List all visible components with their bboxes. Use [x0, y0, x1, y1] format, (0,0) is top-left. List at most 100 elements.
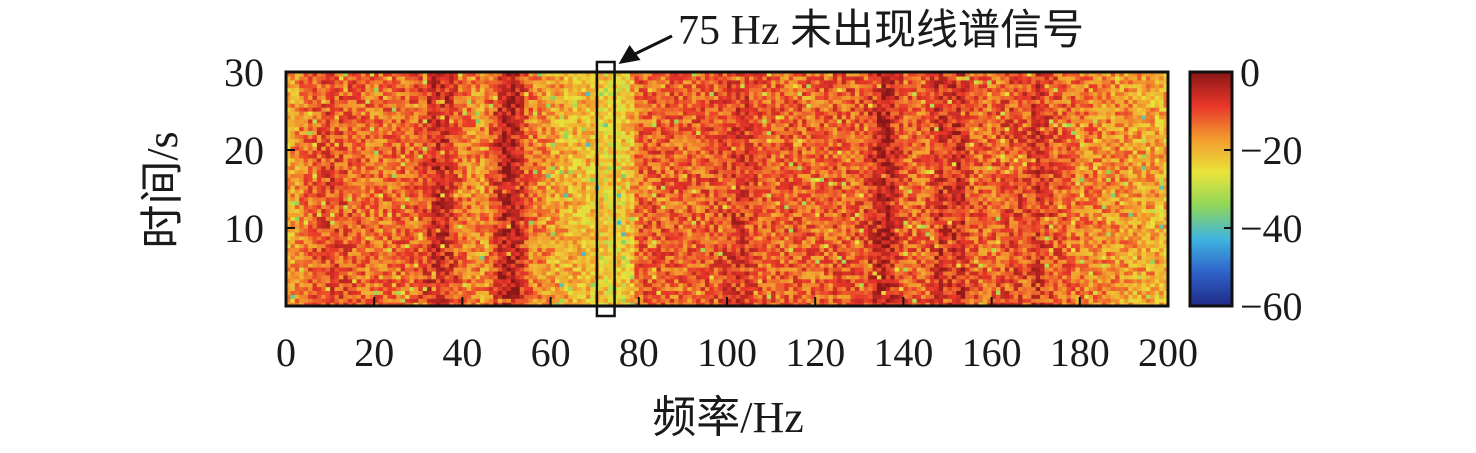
heatmap-cell [1141, 239, 1147, 245]
heatmap-cell [1026, 224, 1032, 229]
heatmap-cell [784, 263, 790, 268]
heatmap-cell [801, 212, 807, 217]
heatmap-cell [1018, 302, 1024, 307]
heatmap-cell [378, 235, 384, 241]
heatmap-cell [775, 251, 781, 256]
heatmap-cell [735, 224, 741, 229]
heatmap-cell [1141, 251, 1147, 256]
heatmap-cell [749, 263, 755, 268]
heatmap-cell [555, 294, 561, 299]
heatmap-cell [907, 247, 913, 252]
heatmap-cell [660, 259, 666, 264]
heatmap-cell [766, 282, 772, 288]
heatmap-cell [665, 216, 671, 221]
heatmap-cell [960, 228, 966, 233]
heatmap-cell [894, 274, 900, 280]
heatmap-cell [1053, 212, 1059, 217]
heatmap-cell [621, 286, 627, 291]
heatmap-cell [497, 255, 503, 260]
heatmap-cell [872, 298, 878, 303]
heatmap-cell [1123, 220, 1129, 225]
heatmap-cell [687, 255, 693, 260]
heatmap-cell [1145, 263, 1151, 268]
heatmap-cell [510, 220, 516, 225]
heatmap-cell [1123, 263, 1129, 268]
heatmap-cell [347, 224, 353, 229]
heatmap-cell [422, 255, 428, 260]
heatmap-cell [1110, 208, 1116, 213]
heatmap-cell [859, 228, 865, 233]
heatmap-cell [1119, 255, 1125, 260]
heatmap-cell [338, 208, 344, 213]
heatmap-cell [678, 235, 684, 241]
heatmap-cell [488, 216, 494, 221]
heatmap-cell [603, 212, 609, 217]
heatmap-cell [1057, 294, 1063, 299]
heatmap-cell [321, 270, 327, 276]
heatmap-cell [502, 255, 508, 260]
heatmap-cell [572, 251, 578, 256]
heatmap-cell [555, 282, 561, 288]
heatmap-cell [965, 251, 971, 256]
heatmap-cell [1026, 235, 1032, 241]
heatmap-cell [740, 274, 746, 280]
heatmap-cell [806, 274, 812, 280]
heatmap-cell [828, 274, 834, 280]
heatmap-cell [590, 270, 596, 276]
heatmap-cell [330, 267, 336, 272]
heatmap-cell [1141, 270, 1147, 276]
heatmap-cell [987, 247, 993, 252]
heatmap-cell [771, 274, 777, 280]
heatmap-cell [682, 239, 688, 245]
heatmap-cell [1128, 290, 1134, 295]
heatmap-cell [396, 278, 402, 284]
heatmap-cell [532, 286, 538, 291]
heatmap-cell [960, 270, 966, 276]
heatmap-cell [480, 220, 486, 225]
heatmap-cell [881, 278, 887, 284]
heatmap-cell [1009, 274, 1015, 280]
heatmap-cell [378, 259, 384, 264]
heatmap-cell [440, 274, 446, 280]
heatmap-cell [286, 208, 292, 213]
heatmap-cell [784, 231, 790, 237]
heatmap-cell [325, 270, 331, 276]
heatmap-cell [1075, 208, 1081, 213]
heatmap-cell [559, 259, 565, 264]
heatmap-cell [585, 231, 591, 237]
heatmap-cell [951, 251, 957, 256]
heatmap-cell [854, 263, 860, 268]
heatmap-cell [793, 216, 799, 221]
heatmap-cell [762, 231, 768, 237]
heatmap-cell [819, 270, 825, 276]
heatmap-cell [784, 278, 790, 284]
heatmap-cell [440, 239, 446, 245]
heatmap-cell [947, 251, 953, 256]
heatmap-cell [405, 251, 411, 256]
heatmap-cell [1035, 228, 1041, 233]
heatmap-cell [982, 294, 988, 299]
heatmap-cell [965, 255, 971, 260]
heatmap-cell [753, 224, 759, 229]
heatmap-cell [1145, 259, 1151, 264]
heatmap-cell [431, 302, 437, 307]
heatmap-cell [343, 255, 349, 260]
heatmap-cell [1004, 220, 1010, 225]
heatmap-cell [1066, 270, 1072, 276]
heatmap-cell [502, 294, 508, 299]
heatmap-cell [801, 282, 807, 288]
heatmap-cell [850, 255, 856, 260]
heatmap-cell [912, 239, 918, 245]
heatmap-cell [475, 267, 481, 272]
heatmap-cell [810, 278, 816, 284]
heatmap-cell [687, 267, 693, 272]
heatmap-cell [916, 247, 922, 252]
heatmap-cell [1159, 255, 1165, 260]
heatmap-cell [1066, 263, 1072, 268]
heatmap-cell [912, 212, 918, 217]
heatmap-cell [660, 274, 666, 280]
heatmap-cell [303, 270, 309, 276]
heatmap-cell [294, 216, 300, 221]
heatmap-cell [453, 278, 459, 284]
heatmap-cell [334, 216, 340, 221]
